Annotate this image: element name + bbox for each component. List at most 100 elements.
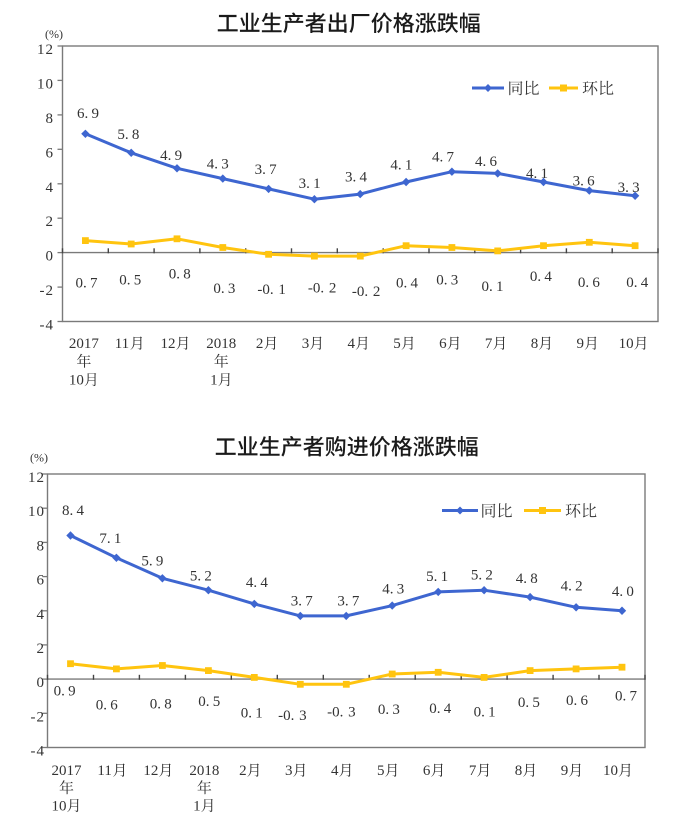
svg-text:4: 4 xyxy=(360,169,368,185)
svg-text:5: 5 xyxy=(532,695,540,711)
svg-text:9: 9 xyxy=(577,336,585,352)
svg-text:0.: 0. xyxy=(530,269,541,285)
svg-text:0.: 0. xyxy=(96,697,107,713)
svg-text:(%): (%) xyxy=(30,451,48,465)
svg-text:2: 2 xyxy=(46,214,55,230)
svg-text:0.: 0. xyxy=(474,704,485,720)
svg-text:12: 12 xyxy=(143,763,158,779)
svg-text:9: 9 xyxy=(156,553,164,569)
svg-text:0.: 0. xyxy=(169,267,180,283)
svg-text:5.: 5. xyxy=(471,567,482,583)
svg-text:5: 5 xyxy=(377,763,385,779)
svg-text:4.: 4. xyxy=(612,584,623,600)
svg-text:-0.: -0. xyxy=(308,281,324,297)
svg-text:5: 5 xyxy=(134,273,142,289)
svg-text:0.: 0. xyxy=(213,281,224,297)
svg-text:6: 6 xyxy=(439,336,447,352)
svg-text:2018: 2018 xyxy=(206,336,236,352)
svg-text:2: 2 xyxy=(575,579,583,595)
svg-text:(%): (%) xyxy=(45,27,63,41)
svg-text:4: 4 xyxy=(411,276,419,292)
svg-text:7: 7 xyxy=(269,162,277,178)
svg-text:1: 1 xyxy=(541,166,549,182)
svg-text:3: 3 xyxy=(397,581,405,597)
svg-text:1: 1 xyxy=(441,569,449,585)
svg-text:7: 7 xyxy=(305,594,313,610)
svg-text:1: 1 xyxy=(278,282,286,298)
svg-text:0: 0 xyxy=(37,675,46,691)
svg-text:0.: 0. xyxy=(76,276,87,292)
svg-text:6: 6 xyxy=(587,173,595,189)
svg-text:9: 9 xyxy=(175,148,183,164)
svg-text:4.: 4. xyxy=(160,148,171,164)
svg-text:8: 8 xyxy=(164,697,172,713)
svg-text:11: 11 xyxy=(97,763,111,779)
svg-text:0.: 0. xyxy=(482,279,493,295)
svg-text:8: 8 xyxy=(531,336,539,352)
svg-text:3.: 3. xyxy=(337,594,348,610)
svg-text:0.: 0. xyxy=(626,275,637,291)
svg-text:2: 2 xyxy=(373,284,381,300)
svg-text:4.: 4. xyxy=(382,581,393,597)
svg-text:4.: 4. xyxy=(207,156,218,172)
svg-text:5.: 5. xyxy=(141,553,152,569)
svg-text:8.: 8. xyxy=(62,503,73,519)
svg-text:12: 12 xyxy=(37,42,54,58)
svg-text:3: 3 xyxy=(285,763,293,779)
svg-text:3.: 3. xyxy=(573,173,584,189)
svg-text:2017: 2017 xyxy=(52,763,83,779)
svg-text:3.: 3. xyxy=(618,180,629,196)
svg-text:3: 3 xyxy=(302,336,310,352)
svg-text:7: 7 xyxy=(90,276,98,292)
svg-text:11: 11 xyxy=(115,336,129,352)
svg-text:7: 7 xyxy=(469,763,477,779)
svg-text:7: 7 xyxy=(485,336,493,352)
svg-text:2018: 2018 xyxy=(189,763,219,779)
svg-text:-0.: -0. xyxy=(352,284,368,300)
svg-text:0.: 0. xyxy=(119,273,130,289)
svg-text:0: 0 xyxy=(46,249,55,265)
svg-text:0.: 0. xyxy=(615,688,626,704)
svg-text:-2: -2 xyxy=(40,283,55,299)
svg-text:10: 10 xyxy=(619,336,634,352)
svg-text:3: 3 xyxy=(451,273,459,289)
svg-text:4: 4 xyxy=(46,180,55,196)
svg-text:6: 6 xyxy=(110,697,118,713)
svg-text:3: 3 xyxy=(348,705,356,721)
svg-text:1: 1 xyxy=(496,279,504,295)
svg-text:7: 7 xyxy=(352,594,360,610)
svg-text:4: 4 xyxy=(77,503,85,519)
svg-text:4: 4 xyxy=(37,607,46,623)
svg-text:4: 4 xyxy=(348,336,356,352)
svg-text:4: 4 xyxy=(260,575,268,591)
svg-text:3: 3 xyxy=(632,180,640,196)
svg-text:4: 4 xyxy=(544,269,552,285)
svg-text:4.: 4. xyxy=(516,571,527,587)
svg-text:4: 4 xyxy=(641,275,649,291)
svg-text:3.: 3. xyxy=(299,176,310,192)
svg-text:1: 1 xyxy=(210,372,218,388)
svg-text:2: 2 xyxy=(239,763,247,779)
svg-text:-0.: -0. xyxy=(278,708,294,724)
svg-text:0.: 0. xyxy=(241,706,252,722)
svg-text:9: 9 xyxy=(561,763,569,779)
svg-text:6.: 6. xyxy=(77,106,88,122)
svg-text:0.: 0. xyxy=(518,695,529,711)
svg-text:6: 6 xyxy=(592,275,600,291)
svg-text:10: 10 xyxy=(28,504,45,520)
svg-text:5.: 5. xyxy=(117,127,128,143)
svg-text:0.: 0. xyxy=(396,276,407,292)
svg-text:4: 4 xyxy=(331,763,339,779)
svg-text:5: 5 xyxy=(393,336,401,352)
svg-text:8: 8 xyxy=(46,111,55,127)
svg-text:8: 8 xyxy=(530,571,538,587)
svg-text:5: 5 xyxy=(213,694,221,710)
svg-text:4.: 4. xyxy=(526,166,537,182)
svg-text:4.: 4. xyxy=(561,579,572,595)
svg-text:0.: 0. xyxy=(429,701,440,717)
svg-text:9: 9 xyxy=(92,106,100,122)
svg-text:8: 8 xyxy=(515,763,523,779)
svg-text:2017: 2017 xyxy=(69,336,100,352)
svg-text:4: 4 xyxy=(444,701,452,717)
svg-text:6: 6 xyxy=(37,573,46,589)
